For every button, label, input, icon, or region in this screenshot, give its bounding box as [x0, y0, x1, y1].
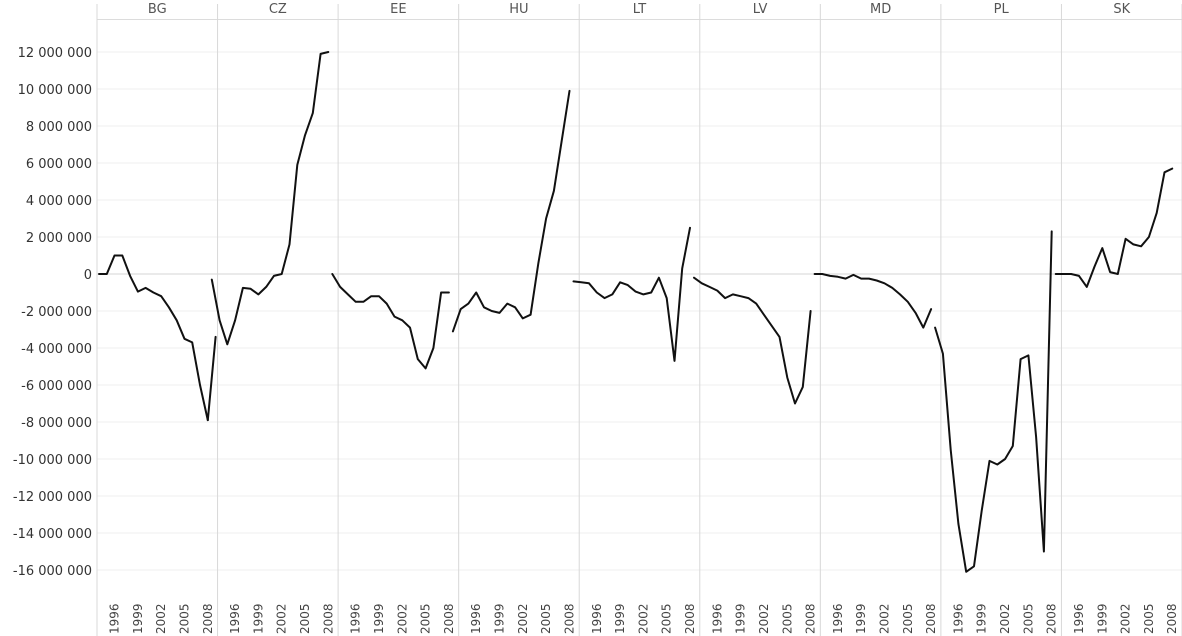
x-axis-ticks: 1996 1999 2002 2005 2008 1996 1999 2002 2005 2008…: [108, 603, 1180, 634]
x-tick-label: 1996: [951, 603, 965, 634]
x-tick-label: 2008: [804, 603, 818, 634]
series-line-ee: [331, 273, 450, 370]
x-tick-label: 2008: [1165, 603, 1179, 634]
x-tick-label: 1999: [854, 603, 868, 634]
y-tick-label: -10 000 000: [13, 453, 92, 468]
x-tick-label: 2005: [298, 603, 312, 634]
x-tick-label: 1999: [734, 603, 748, 634]
x-tick-label: 2005: [177, 603, 191, 634]
x-tick-label: 2005: [1142, 603, 1156, 634]
x-tick-label: 1996: [349, 603, 363, 634]
x-tick-label: 2008: [321, 603, 335, 634]
y-tick-label: 0: [84, 268, 92, 283]
x-tick-label: 2008: [1045, 603, 1059, 634]
series-line-lv: [693, 276, 812, 405]
y-tick-label: 4 000 000: [26, 194, 92, 209]
x-tick-label: 2002: [395, 603, 409, 634]
y-tick-label: 6 000 000: [26, 157, 92, 172]
series-line-hu: [451, 89, 571, 333]
x-tick-label: 1996: [831, 603, 845, 634]
x-tick-label: 2002: [516, 603, 530, 634]
series-line-bg: [98, 254, 209, 422]
x-tick-label: 1999: [1095, 603, 1109, 634]
x-tick-label: 2005: [419, 603, 433, 634]
x-tick-label: 2008: [442, 603, 456, 634]
facet-label-sk: SK: [1113, 2, 1130, 17]
y-tick-label: -8 000 000: [21, 416, 92, 431]
series-line-cz: [210, 51, 330, 346]
series-lines: [98, 51, 1174, 573]
x-tick-label: 2002: [275, 603, 289, 634]
facet-label-lt: LT: [633, 2, 646, 17]
x-tick-label: 2008: [924, 603, 938, 634]
x-tick-label: 2008: [201, 603, 215, 634]
x-tick-label: 1996: [710, 603, 724, 634]
x-tick-label: 2005: [901, 603, 915, 634]
x-tick-label: 2002: [636, 603, 650, 634]
facet-label-md: MD: [870, 2, 891, 17]
panel-dividers: [96, 4, 1182, 636]
y-tick-label: -4 000 000: [21, 342, 92, 357]
facet-label-bg: BG: [148, 2, 167, 17]
x-tick-label: 1996: [469, 603, 483, 634]
y-tick-label: -6 000 000: [21, 379, 92, 394]
series-line-sk: [1054, 167, 1174, 288]
x-tick-label: 1999: [251, 603, 265, 634]
facet-label-pl: PL: [994, 2, 1010, 17]
x-tick-label: 1996: [1072, 603, 1086, 634]
facet-labels: BG CZ EE HU LT LV MD PL SK: [148, 2, 1131, 17]
x-tick-label: 1999: [131, 603, 145, 634]
x-tick-label: 2008: [562, 603, 576, 634]
x-tick-label: 2002: [757, 603, 771, 634]
x-tick-label: 2002: [998, 603, 1012, 634]
x-tick-label: 2008: [683, 603, 697, 634]
y-axis-ticks: 12 000 000 10 000 000 8 000 000 6 000 000 4 …: [13, 46, 92, 579]
facet-label-ee: EE: [390, 2, 406, 17]
series-line-pl: [934, 230, 1053, 573]
x-tick-label: 2005: [539, 603, 553, 634]
series-line-bg-tail: [206, 335, 217, 422]
y-tick-label: 12 000 000: [18, 46, 92, 61]
x-tick-label: 1999: [975, 603, 989, 634]
x-tick-label: 2005: [1021, 603, 1035, 634]
facet-label-lv: LV: [753, 2, 768, 17]
y-tick-label: -2 000 000: [21, 305, 92, 320]
x-tick-label: 2002: [877, 603, 891, 634]
y-tick-label: 10 000 000: [18, 83, 92, 98]
x-tick-label: 2005: [660, 603, 674, 634]
x-tick-label: 1996: [108, 603, 122, 634]
facet-label-hu: HU: [509, 2, 528, 17]
x-tick-label: 1996: [590, 603, 604, 634]
y-tick-label: -12 000 000: [13, 490, 92, 505]
x-tick-label: 2002: [154, 603, 168, 634]
facet-label-cz: CZ: [269, 2, 287, 17]
x-tick-label: 1999: [613, 603, 627, 634]
x-tick-label: 1996: [228, 603, 242, 634]
x-tick-label: 2005: [780, 603, 794, 634]
y-tick-label: -14 000 000: [13, 527, 92, 542]
y-tick-label: 8 000 000: [26, 120, 92, 135]
y-tick-label: -16 000 000: [13, 564, 92, 579]
x-tick-label: 2002: [1119, 603, 1133, 634]
series-line-md: [813, 273, 933, 329]
x-tick-label: 1999: [493, 603, 507, 634]
x-tick-label: 1999: [372, 603, 386, 634]
gridlines: [97, 19, 1182, 571]
series-line-lt: [572, 226, 691, 362]
y-tick-label: 2 000 000: [26, 231, 92, 246]
